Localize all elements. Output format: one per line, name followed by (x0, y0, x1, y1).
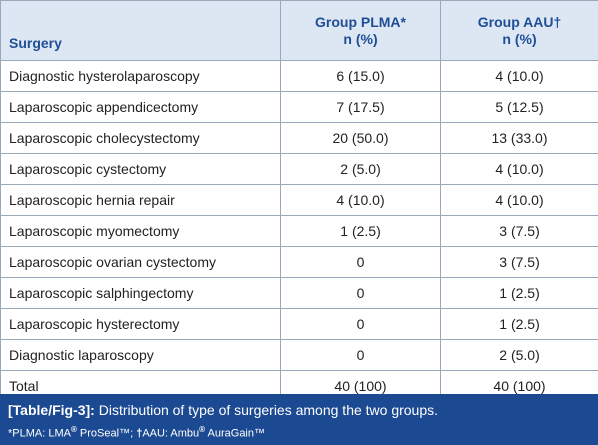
plma-cell: 7 (17.5) (280, 91, 441, 123)
surgery-cell: Laparoscopic appendicectomy (0, 91, 281, 123)
footnote-plma: *PLMA: LMA (8, 427, 71, 440)
table-row: Laparoscopic cystectomy 2 (5.0) 4 (10.0) (0, 153, 598, 185)
plma-cell: 2 (5.0) (280, 153, 441, 185)
table-row: Laparoscopic hysterectomy 0 1 (2.5) (0, 308, 598, 340)
caption-footnote: *PLMA: LMA® ProSeal™; †AAU: Ambu® AuraGa… (8, 421, 590, 443)
table-row: Laparoscopic ovarian cystectomy 0 3 (7.5… (0, 246, 598, 278)
caption-text: Distribution of type of surgeries among … (94, 402, 439, 418)
header-plma-line1: Group PLMA* (315, 13, 406, 30)
surgery-cell: Laparoscopic ovarian cystectomy (0, 246, 281, 278)
registered-mark: ® (70, 425, 77, 434)
aau-cell: 4 (10.0) (440, 153, 598, 185)
plma-cell: 20 (50.0) (280, 122, 441, 154)
aau-cell: 1 (2.5) (440, 277, 598, 309)
table-row: Diagnostic hysterolaparoscopy 6 (15.0) 4… (0, 60, 598, 92)
header-surgery: Surgery (0, 0, 281, 61)
aau-cell: 1 (2.5) (440, 308, 598, 340)
aau-cell: 13 (33.0) (440, 122, 598, 154)
aau-cell: 4 (10.0) (440, 60, 598, 92)
surgery-cell: Laparoscopic cystectomy (0, 153, 281, 185)
caption-title: [Table/Fig-3]: Distribution of type of s… (8, 401, 590, 419)
aau-cell: 2 (5.0) (440, 339, 598, 371)
header-group-plma: Group PLMA* n (%) (280, 0, 441, 61)
surgery-cell: Laparoscopic hernia repair (0, 184, 281, 216)
figure-caption: [Table/Fig-3]: Distribution of type of s… (0, 394, 598, 445)
plma-cell: 0 (280, 277, 441, 309)
aau-cell: 3 (7.5) (440, 215, 598, 247)
aau-cell: 3 (7.5) (440, 246, 598, 278)
table-row: Laparoscopic salphingectomy 0 1 (2.5) (0, 277, 598, 309)
footnote-auragain: AuraGain™ (205, 427, 265, 440)
aau-cell: 4 (10.0) (440, 184, 598, 216)
header-plma-line2: n (%) (343, 30, 378, 47)
header-aau-line2: n (%) (502, 30, 537, 47)
footnote-aau: AAU: Ambu (142, 427, 200, 440)
table-header-row: Surgery Group PLMA* n (%) Group AAU† n (… (0, 0, 598, 61)
aau-cell: 5 (12.5) (440, 91, 598, 123)
plma-cell: 0 (280, 308, 441, 340)
surgery-cell: Diagnostic hysterolaparoscopy (0, 60, 281, 92)
header-aau-line1: Group AAU† (477, 13, 562, 30)
surgery-cell: Laparoscopic hysterectomy (0, 308, 281, 340)
plma-cell: 1 (2.5) (280, 215, 441, 247)
table-row: Laparoscopic myomectomy 1 (2.5) 3 (7.5) (0, 215, 598, 247)
surgery-distribution-table: Surgery Group PLMA* n (%) Group AAU† n (… (0, 0, 598, 402)
surgery-cell: Laparoscopic salphingectomy (0, 277, 281, 309)
plma-cell: 0 (280, 339, 441, 371)
plma-cell: 4 (10.0) (280, 184, 441, 216)
surgery-cell: Laparoscopic myomectomy (0, 215, 281, 247)
caption-label: [Table/Fig-3]: (8, 402, 95, 418)
plma-cell: 6 (15.0) (280, 60, 441, 92)
header-group-aau: Group AAU† n (%) (440, 0, 598, 61)
dagger-mark: † (136, 427, 143, 440)
footnote-proseal: ProSeal™; (76, 427, 137, 440)
registered-mark: ® (199, 425, 206, 434)
surgery-cell: Diagnostic laparoscopy (0, 339, 281, 371)
table-row: Diagnostic laparoscopy 0 2 (5.0) (0, 339, 598, 371)
plma-cell: 0 (280, 246, 441, 278)
surgery-cell: Laparoscopic cholecystectomy (0, 122, 281, 154)
table-row: Laparoscopic hernia repair 4 (10.0) 4 (1… (0, 184, 598, 216)
table-row: Laparoscopic appendicectomy 7 (17.5) 5 (… (0, 91, 598, 123)
table-row: Laparoscopic cholecystectomy 20 (50.0) 1… (0, 122, 598, 154)
